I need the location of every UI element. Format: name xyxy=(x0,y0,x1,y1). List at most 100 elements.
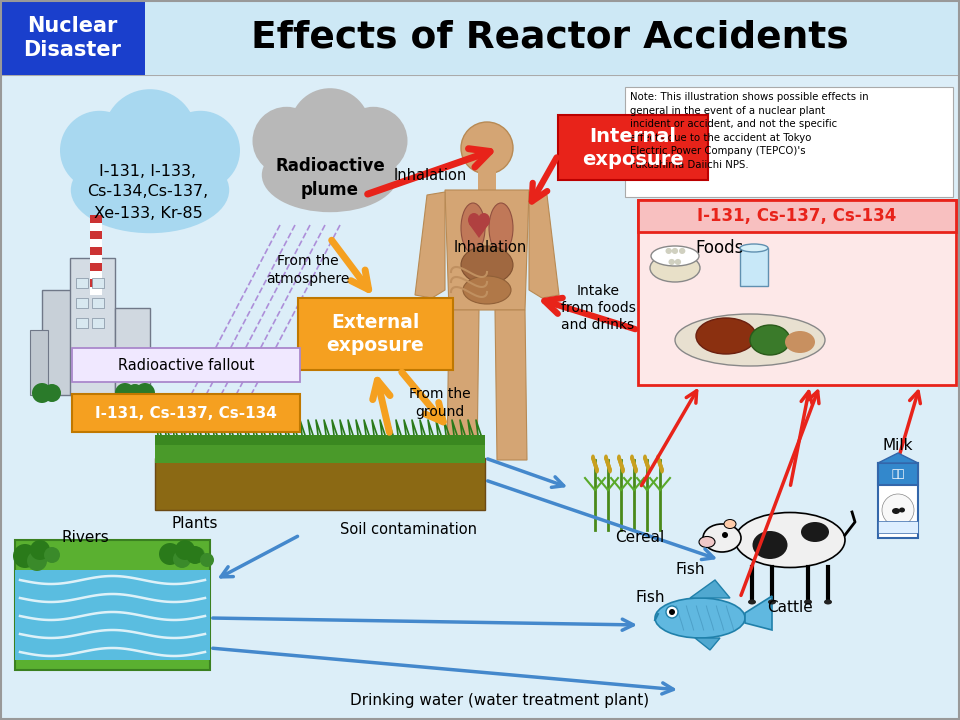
Ellipse shape xyxy=(750,325,790,355)
FancyBboxPatch shape xyxy=(0,0,145,75)
FancyBboxPatch shape xyxy=(15,570,210,660)
Text: Rivers: Rivers xyxy=(61,529,108,544)
Ellipse shape xyxy=(646,464,650,470)
FancyBboxPatch shape xyxy=(90,215,102,223)
Text: External
exposure: External exposure xyxy=(326,312,424,355)
FancyBboxPatch shape xyxy=(70,258,115,395)
FancyBboxPatch shape xyxy=(478,170,496,190)
FancyBboxPatch shape xyxy=(15,540,210,670)
FancyBboxPatch shape xyxy=(90,239,102,247)
Ellipse shape xyxy=(892,508,900,514)
Text: Foods: Foods xyxy=(696,239,744,257)
Circle shape xyxy=(189,547,205,563)
Circle shape xyxy=(882,494,914,526)
Polygon shape xyxy=(469,224,489,238)
FancyBboxPatch shape xyxy=(115,308,150,395)
Ellipse shape xyxy=(753,531,787,559)
Text: 牛乳: 牛乳 xyxy=(892,469,904,479)
Circle shape xyxy=(186,546,204,564)
Circle shape xyxy=(669,609,675,615)
Text: I-131, I-133,
Cs-134,Cs-137,
Xe-133, Kr-85: I-131, I-133, Cs-134,Cs-137, Xe-133, Kr-… xyxy=(87,163,208,220)
Ellipse shape xyxy=(605,457,609,464)
FancyBboxPatch shape xyxy=(92,278,104,288)
Polygon shape xyxy=(695,638,720,650)
Ellipse shape xyxy=(604,454,608,462)
Polygon shape xyxy=(415,192,445,298)
Ellipse shape xyxy=(785,331,815,353)
Ellipse shape xyxy=(824,600,832,605)
FancyBboxPatch shape xyxy=(90,231,102,239)
Circle shape xyxy=(13,544,37,568)
Ellipse shape xyxy=(748,600,756,605)
FancyBboxPatch shape xyxy=(878,463,918,485)
Ellipse shape xyxy=(620,464,624,470)
Circle shape xyxy=(88,122,161,194)
FancyBboxPatch shape xyxy=(90,271,102,279)
Circle shape xyxy=(200,553,214,567)
Ellipse shape xyxy=(621,467,625,474)
Ellipse shape xyxy=(630,454,634,462)
FancyBboxPatch shape xyxy=(878,463,918,538)
Circle shape xyxy=(103,89,197,183)
Ellipse shape xyxy=(655,598,745,638)
FancyBboxPatch shape xyxy=(90,255,102,263)
Ellipse shape xyxy=(478,213,490,227)
FancyBboxPatch shape xyxy=(155,435,485,445)
FancyBboxPatch shape xyxy=(90,263,102,271)
FancyBboxPatch shape xyxy=(90,287,102,295)
Ellipse shape xyxy=(634,467,638,474)
Ellipse shape xyxy=(724,520,736,528)
Text: ●●●
●●: ●●● ●● xyxy=(664,246,685,266)
Ellipse shape xyxy=(899,508,905,513)
Circle shape xyxy=(666,606,678,618)
Ellipse shape xyxy=(645,461,649,467)
Circle shape xyxy=(175,540,195,560)
Circle shape xyxy=(277,116,339,178)
Text: Drinking water (water treatment plant): Drinking water (water treatment plant) xyxy=(350,693,650,708)
Text: I-131, Cs-137, Cs-134: I-131, Cs-137, Cs-134 xyxy=(95,405,276,420)
Ellipse shape xyxy=(594,464,598,470)
Ellipse shape xyxy=(593,461,597,467)
FancyBboxPatch shape xyxy=(30,330,48,395)
FancyBboxPatch shape xyxy=(76,318,88,328)
Text: Soil contamination: Soil contamination xyxy=(340,523,477,538)
Ellipse shape xyxy=(617,454,621,462)
Ellipse shape xyxy=(696,318,756,354)
Text: Internal
exposure: Internal exposure xyxy=(582,127,684,169)
Text: Radioactive
plume: Radioactive plume xyxy=(276,157,385,199)
Ellipse shape xyxy=(489,203,513,253)
Circle shape xyxy=(44,547,60,563)
Ellipse shape xyxy=(660,467,664,474)
Circle shape xyxy=(30,540,50,560)
Ellipse shape xyxy=(468,213,480,227)
Circle shape xyxy=(159,543,181,565)
Circle shape xyxy=(135,383,155,403)
Ellipse shape xyxy=(740,244,768,252)
FancyBboxPatch shape xyxy=(0,0,960,75)
Polygon shape xyxy=(445,190,529,310)
Ellipse shape xyxy=(703,524,741,552)
Circle shape xyxy=(339,107,407,175)
Circle shape xyxy=(32,383,52,403)
Ellipse shape xyxy=(643,454,647,462)
Circle shape xyxy=(161,111,240,190)
Circle shape xyxy=(290,89,371,168)
Ellipse shape xyxy=(631,457,635,464)
Text: Effects of Reactor Accidents: Effects of Reactor Accidents xyxy=(252,20,849,56)
Circle shape xyxy=(461,122,513,174)
Text: Fish: Fish xyxy=(675,562,705,577)
Circle shape xyxy=(722,532,728,538)
FancyBboxPatch shape xyxy=(76,298,88,308)
Ellipse shape xyxy=(644,457,648,464)
Text: Note: This illustration shows possible effects in
general in the event of a nucl: Note: This illustration shows possible e… xyxy=(630,92,869,170)
Polygon shape xyxy=(878,453,918,463)
FancyBboxPatch shape xyxy=(625,87,953,197)
Text: Fish: Fish xyxy=(636,590,664,606)
FancyBboxPatch shape xyxy=(72,348,300,382)
Ellipse shape xyxy=(656,454,660,462)
Circle shape xyxy=(126,384,144,402)
FancyBboxPatch shape xyxy=(0,75,960,720)
FancyBboxPatch shape xyxy=(76,278,88,288)
Text: Plants: Plants xyxy=(172,516,218,531)
Ellipse shape xyxy=(804,600,812,605)
